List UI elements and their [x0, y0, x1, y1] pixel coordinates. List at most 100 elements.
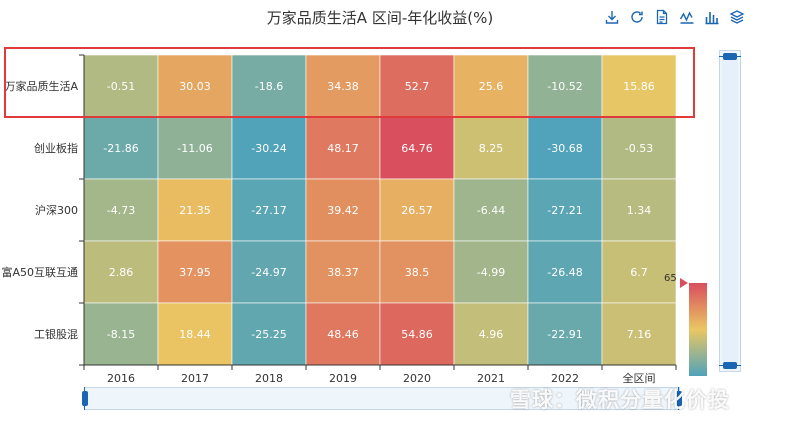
heatmap-cell — [231, 116, 307, 180]
cell-value-label: 7.16 — [627, 328, 652, 341]
cell-value-label: 6.7 — [630, 266, 648, 279]
cell-value-label: -24.97 — [251, 266, 286, 279]
x-tick-label: 2022 — [551, 372, 579, 385]
heatmap-cell — [157, 116, 233, 180]
heatmap-cell — [305, 240, 381, 304]
cell-value-label: 34.38 — [327, 80, 359, 93]
cell-value-label: 38.5 — [405, 266, 430, 279]
heatmap-cell — [305, 116, 381, 180]
x-tick-label: 2021 — [477, 372, 505, 385]
cell-value-label: -22.91 — [547, 328, 582, 341]
heatmap-cell — [527, 54, 603, 118]
heatmap-cell — [379, 116, 455, 180]
cell-value-label: 64.76 — [401, 142, 433, 155]
y-tick-label: 沪深300 — [35, 203, 78, 217]
cell-value-label: 2.86 — [109, 266, 134, 279]
heatmap-cell — [453, 54, 529, 118]
x-tick-label: 2020 — [403, 372, 431, 385]
heatmap-cell — [527, 178, 603, 242]
heatmap-cell — [305, 178, 381, 242]
heatmap-cell — [379, 302, 455, 366]
x-tick-label: 2018 — [255, 372, 283, 385]
cell-value-label: 26.57 — [401, 204, 433, 217]
heatmap-cell — [601, 178, 677, 242]
cell-value-label: -30.24 — [251, 142, 286, 155]
cell-value-label: -27.17 — [251, 204, 286, 217]
heatmap-cell — [527, 116, 603, 180]
bar-chart-icon[interactable] — [704, 8, 720, 26]
download-icon[interactable] — [604, 8, 620, 26]
cell-value-label: -10.52 — [547, 80, 582, 93]
y-tick-label: 创业板指 — [34, 141, 78, 155]
heatmap-cell — [601, 54, 677, 118]
vertical-slider-top-handle[interactable] — [719, 53, 741, 60]
watermark-text: 雪球：微积分量化价投 — [510, 388, 730, 412]
vertical-slider-track — [722, 56, 738, 366]
y-tick-label: 富A50互联互通 — [1, 265, 78, 279]
cell-value-label: 21.35 — [179, 204, 211, 217]
vertical-slider-bottom-handle[interactable] — [719, 362, 741, 369]
y-tick-label: 工银股混 — [34, 327, 78, 341]
cell-value-label: -4.73 — [107, 204, 135, 217]
heatmap-cell — [601, 240, 677, 304]
refresh-icon[interactable] — [629, 8, 645, 26]
heatmap-cell — [231, 178, 307, 242]
cell-value-label: 48.46 — [327, 328, 359, 341]
x-tick-label: 全区间 — [623, 371, 656, 385]
heatmap-cell — [157, 178, 233, 242]
visual-map-max-label: 65 — [664, 273, 677, 284]
cell-value-label: -8.15 — [107, 328, 135, 341]
heatmap-cell — [157, 240, 233, 304]
cell-value-label: 18.44 — [179, 328, 211, 341]
cell-value-label: -21.86 — [103, 142, 138, 155]
heatmap-cell — [601, 116, 677, 180]
cell-value-label: -6.44 — [477, 204, 505, 217]
cell-value-label: -26.48 — [547, 266, 582, 279]
heatmap-cell — [83, 302, 159, 366]
heatmap-cell — [231, 240, 307, 304]
data-view-icon[interactable] — [654, 8, 670, 26]
vertical-datazoom-slider[interactable] — [719, 50, 741, 372]
cell-value-label: 48.17 — [327, 142, 359, 155]
x-tick-label: 2019 — [329, 372, 357, 385]
cell-value-label: 30.03 — [179, 80, 211, 93]
heatmap-cell — [453, 240, 529, 304]
y-tick-label: 万家品质生活A — [4, 79, 78, 93]
cell-value-label: -0.53 — [625, 142, 653, 155]
cell-value-label: -0.51 — [107, 80, 135, 93]
cell-value-label: 8.25 — [479, 142, 504, 155]
line-chart-icon[interactable] — [679, 8, 695, 26]
horizontal-datazoom-slider[interactable] — [82, 387, 682, 410]
heatmap-cell — [83, 116, 159, 180]
cell-value-label: 4.96 — [479, 328, 504, 341]
cell-value-label: 38.37 — [327, 266, 359, 279]
heatmap-cell — [305, 54, 381, 118]
visual-map-gradient-bar[interactable] — [689, 283, 707, 376]
cell-value-label: 25.6 — [479, 80, 504, 93]
heatmap-cell — [601, 302, 677, 366]
x-tick-label: 2016 — [107, 372, 135, 385]
cell-value-label: 52.7 — [405, 80, 430, 93]
heatmap-cell — [527, 302, 603, 366]
cell-value-label: -11.06 — [177, 142, 212, 155]
heatmap-cell — [379, 240, 455, 304]
chart-toolbox — [604, 8, 745, 28]
chart-title: 万家品质生活A 区间-年化收益(%) — [266, 9, 494, 27]
cell-value-label: 39.42 — [327, 204, 359, 217]
cell-value-label: -25.25 — [251, 328, 286, 341]
horizontal-slider-left-handle[interactable] — [82, 387, 88, 410]
cell-value-label: 15.86 — [623, 80, 655, 93]
stack-icon[interactable] — [729, 8, 745, 26]
horizontal-slider-right-handle[interactable] — [676, 387, 682, 410]
heatmap-cell — [83, 54, 159, 118]
heatmap-cell — [231, 302, 307, 366]
cell-value-label: 54.86 — [401, 328, 433, 341]
cell-value-label: -4.99 — [477, 266, 505, 279]
visual-map-pointer[interactable] — [680, 278, 688, 288]
cell-value-label: 37.95 — [179, 266, 211, 279]
heatmap-cell — [453, 116, 529, 180]
cell-value-label: -30.68 — [547, 142, 582, 155]
heatmap-cell — [231, 54, 307, 118]
x-tick-label: 2017 — [181, 372, 209, 385]
